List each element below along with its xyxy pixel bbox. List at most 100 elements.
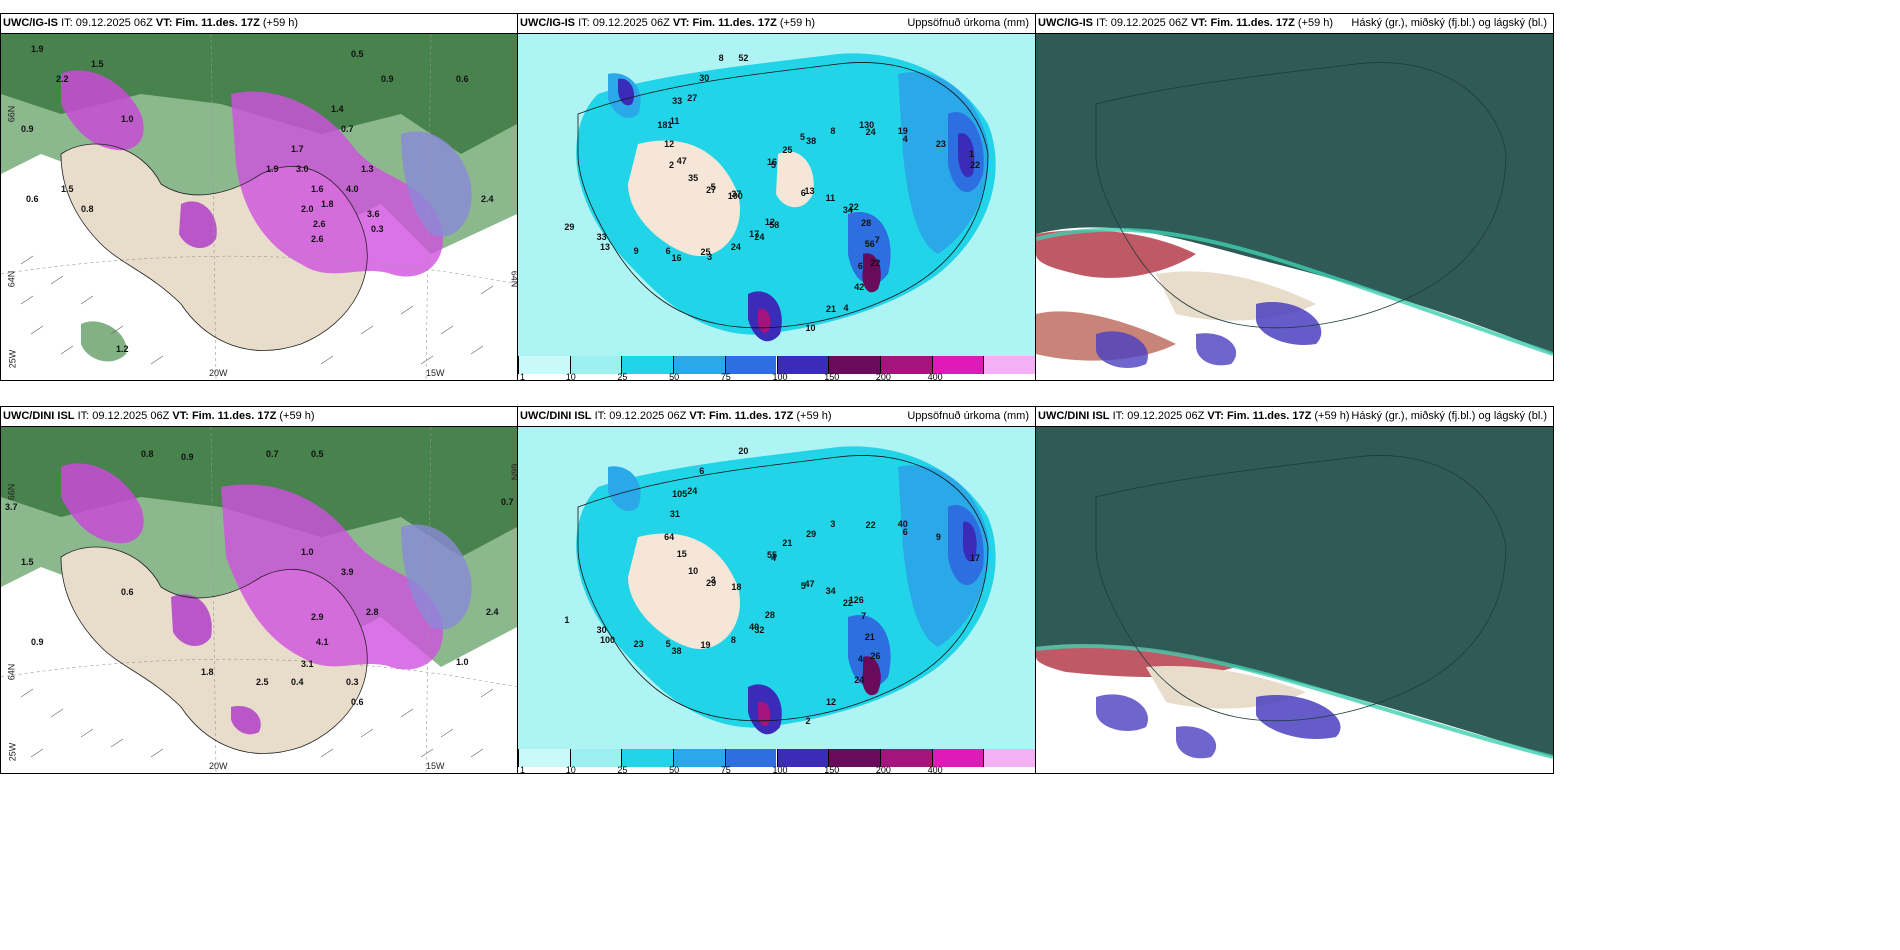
vt-label: VT:: [172, 410, 189, 422]
lon-label: 20W: [209, 368, 228, 378]
wind-label: 1.9: [266, 164, 279, 174]
precip-map[interactable]: [518, 427, 1035, 749]
colorbar-swatch: [621, 356, 674, 374]
colorbar-swatch: [828, 356, 880, 374]
precip-map[interactable]: [518, 34, 1035, 356]
panel-title: Háský (gr.), miðský (fj.bl.) og lágský (…: [1351, 17, 1547, 29]
vt-label: VT:: [155, 17, 173, 29]
wind-label: 3.0: [296, 164, 309, 174]
colorbar-tick: 100: [772, 765, 788, 774]
wind-label: 0.3: [346, 677, 359, 687]
header-cloud-bottom: UWC/DINI ISL IT: 09.12.2025 06Z VT: Fim.…: [1036, 407, 1553, 427]
wind-map[interactable]: 1.9 2.2 1.5 1.0 0.5 0.9 1.4 1.7 2.6 0.6 …: [1, 34, 517, 380]
lon-label: 25W: [7, 742, 18, 762]
wind-label: 3.9: [341, 567, 354, 577]
wind-label: 0.7: [501, 497, 514, 507]
it-label: IT:: [61, 17, 73, 29]
wind-label: 4.0: [346, 184, 359, 194]
colorbar-swatch: [879, 749, 932, 767]
colorbar-tick: 400: [927, 372, 943, 381]
colorbar-tick: 50: [669, 372, 680, 381]
wind-label: 1.0: [121, 114, 134, 124]
lead-time: (+59 h): [1297, 17, 1334, 29]
cloud-map[interactable]: [1036, 34, 1553, 380]
cloud-map-graphic: [1036, 427, 1553, 773]
panel-cloud-top: UWC/IG-IS IT: 09.12.2025 06Z VT: Fim. 11…: [1035, 13, 1554, 381]
wind-label: 1.9: [31, 44, 44, 54]
vt-label: VT:: [1190, 17, 1208, 29]
colorbar-tick: 75: [720, 372, 731, 381]
it-value: 09.12.2025 06Z: [592, 17, 670, 29]
colorbar-tick: 1: [520, 372, 526, 381]
wind-label: 0.7: [266, 449, 279, 459]
panel-title: Uppsöfnuð úrkoma (mm): [907, 17, 1029, 29]
wind-label: 2.9: [311, 612, 324, 622]
colorbar-swatch: [518, 356, 570, 374]
wind-label: 0.5: [351, 49, 364, 59]
wind-label: 2.4: [486, 607, 499, 617]
lead-time: (+59 h): [262, 17, 299, 29]
header-precip-top: UWC/IG-IS IT: 09.12.2025 06Z VT: Fim. 11…: [518, 14, 1035, 34]
wind-label: 1.6: [311, 184, 324, 194]
wind-label: 0.8: [81, 204, 94, 214]
model-name: UWC/IG-IS: [1038, 17, 1093, 29]
model-name: UWC/DINI ISL: [520, 410, 592, 422]
wind-label: 0.9: [181, 452, 194, 462]
wind-map[interactable]: 3.7 0.8 0.9 0.7 0.5 1.0 0.6 2.9 4.1 3.9 …: [1, 427, 517, 773]
wind-label: 0.7: [341, 124, 354, 134]
colorbar-tick: 10: [565, 372, 576, 381]
header-cloud-top: UWC/IG-IS IT: 09.12.2025 06Z VT: Fim. 11…: [1036, 14, 1553, 34]
colorbar-swatch: [569, 749, 622, 767]
it-value: 09.12.2025 06Z: [1127, 410, 1205, 422]
it-value: 09.12.2025 06Z: [92, 410, 170, 422]
lon-label: 20W: [209, 761, 228, 771]
it-value: 09.12.2025 06Z: [609, 410, 687, 422]
model-name: UWC/IG-IS: [520, 17, 575, 29]
colorbar-tick: 25: [617, 765, 628, 774]
wind-label: 1.0: [301, 547, 314, 557]
colorbar-swatch: [673, 356, 725, 374]
it-label: IT:: [594, 410, 607, 422]
colorbar-swatch: [724, 749, 777, 767]
lat-label: 64N: [6, 270, 17, 288]
colorbar-swatch: [983, 356, 1035, 374]
wind-label: 0.6: [456, 74, 469, 84]
wind-label: 0.5: [311, 449, 324, 459]
wind-label: 0.8: [141, 449, 154, 459]
vt-value: Fim. 11.des. 17Z: [1210, 17, 1295, 29]
header-wind-top: UWC/IG-IS IT: 09.12.2025 06Z VT: Fim. 11…: [1, 14, 517, 34]
wind-label: 1.8: [201, 667, 214, 677]
colorbar-tick: 200: [875, 372, 891, 381]
wind-label: 0.6: [26, 194, 39, 204]
wind-label: 0.4: [291, 677, 304, 687]
lon-label: 15W: [426, 761, 445, 771]
wind-label: 1.0: [456, 657, 469, 667]
it-value: 09.12.2025 06Z: [1110, 17, 1188, 29]
colorbar-tick: 25: [617, 372, 628, 381]
panel-cloud-bottom: UWC/DINI ISL IT: 09.12.2025 06Z VT: Fim.…: [1035, 406, 1554, 774]
colorbar-swatch: [673, 749, 725, 767]
lon-label: 25W: [7, 349, 18, 369]
lead-time: (+59 h): [796, 410, 832, 422]
wind-label: 0.9: [21, 124, 34, 134]
colorbar-tick: 400: [927, 765, 943, 774]
colorbar-swatch: [724, 356, 777, 374]
vt-label: VT:: [689, 410, 706, 422]
colorbar-tick: 50: [669, 765, 680, 774]
lat-label: 66N: [6, 483, 17, 501]
colorbar-tick: 150: [824, 372, 840, 381]
wind-label: 2.4: [481, 194, 494, 204]
colorbar-swatch: [828, 749, 880, 767]
cloud-map[interactable]: [1036, 427, 1553, 773]
wind-label: 3.7: [5, 502, 18, 512]
wind-label: 1.5: [91, 59, 104, 69]
colorbar-tick: 75: [720, 765, 731, 774]
wind-label: 2.8: [366, 607, 379, 617]
vt-value: Fim. 11.des. 17Z: [191, 410, 277, 422]
cloud-map-graphic: [1036, 34, 1553, 380]
colorbar-swatch: [983, 749, 1035, 767]
colorbar-swatch: [776, 356, 829, 374]
wind-label: 0.6: [351, 697, 364, 707]
colorbar-bottom: 1 10 25 50 75 100 150 200 400: [518, 749, 1035, 773]
header-precip-bottom: UWC/DINI ISL IT: 09.12.2025 06Z VT: Fim.…: [518, 407, 1035, 427]
